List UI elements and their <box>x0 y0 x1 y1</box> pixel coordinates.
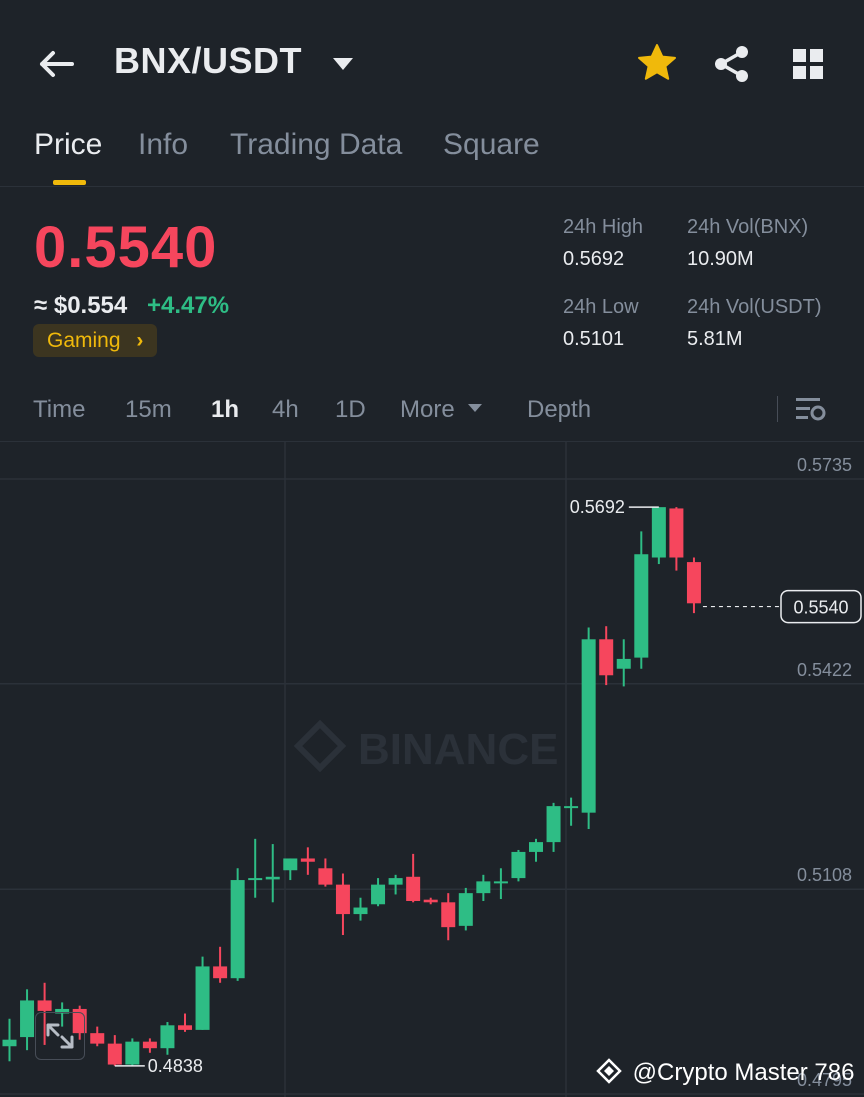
price-markers: 0.5692 0.4838 0.5540 <box>114 497 862 1076</box>
candle-body <box>458 893 473 926</box>
candle-body <box>353 907 368 915</box>
vol-base-value: 10.90M <box>687 248 754 270</box>
interval-depth[interactable]: Depth <box>527 396 592 423</box>
back-arrow-icon[interactable] <box>36 44 76 84</box>
candle-body <box>2 1039 17 1047</box>
caret-down-icon[interactable] <box>331 55 355 73</box>
candle-body <box>300 858 315 862</box>
diamond-logo-icon <box>596 1058 622 1084</box>
candle-body <box>493 881 508 884</box>
low-value: 0.5101 <box>563 328 625 350</box>
candle-body <box>55 1008 70 1014</box>
grid-icon[interactable] <box>790 46 826 82</box>
creator-watermark-text: @Crypto Master 786 <box>632 1059 855 1086</box>
candle-body <box>160 1025 175 1049</box>
exchange-watermark: BINANCE <box>358 725 558 774</box>
candle-body <box>388 878 403 885</box>
price-tick-label: 0.4795 <box>797 1070 852 1090</box>
candle-body <box>511 851 526 879</box>
interval-4h[interactable]: 4h <box>272 396 299 423</box>
candle-body <box>248 878 263 881</box>
divider <box>777 396 778 422</box>
interval-time[interactable]: Time <box>33 396 86 423</box>
candle-body <box>230 880 245 979</box>
candle-body <box>178 1025 192 1030</box>
high-value: 0.5692 <box>563 248 625 270</box>
candle-body <box>423 899 438 903</box>
candle-body <box>616 658 631 669</box>
vol-base-label: 24h Vol(BNX) <box>687 216 809 238</box>
divider <box>0 186 864 187</box>
candles <box>2 507 701 1066</box>
interval-more[interactable]: More <box>400 396 483 424</box>
candle-body <box>90 1033 105 1044</box>
candle-body <box>142 1041 157 1049</box>
tab-trading-data[interactable]: Trading Data <box>230 128 403 161</box>
chevron-right-icon: › <box>136 329 144 352</box>
current-price-badge <box>780 589 862 624</box>
candle-body <box>546 806 561 843</box>
candle-body <box>529 842 543 852</box>
candle-body <box>107 1043 122 1065</box>
current-price-label: 0.5540 <box>793 598 848 618</box>
candle-body <box>283 858 298 871</box>
category-tag[interactable]: Gaming › <box>33 324 158 357</box>
expand-chart-button[interactable] <box>35 1012 85 1060</box>
price-tick-label: 0.5735 <box>797 455 852 475</box>
candle-body <box>476 881 491 894</box>
vol-quote-value: 5.81M <box>687 328 743 350</box>
price-tick-label: 0.5108 <box>797 865 852 885</box>
candle-body <box>371 884 386 905</box>
candle-body <box>265 876 280 880</box>
tab-square[interactable]: Square <box>443 128 540 161</box>
last-price: 0.5540 <box>34 215 218 280</box>
tab-info[interactable]: Info <box>138 128 189 161</box>
trading-pair-title[interactable]: BNX/USDT <box>114 40 303 81</box>
candle-body <box>651 507 666 558</box>
candle-body <box>195 966 210 1030</box>
chart-settings-icon[interactable] <box>794 395 826 423</box>
high-marker-label: 0.5692 <box>570 497 625 517</box>
candle-body <box>406 876 421 901</box>
low-label: 24h Low <box>563 296 639 318</box>
creator-watermark: @Crypto Master 786 <box>596 1058 854 1087</box>
candle-body <box>564 806 579 809</box>
candle-body <box>441 902 456 928</box>
candle-body <box>37 1000 52 1011</box>
price-axis: 0.5735 0.5422 0.5108 0.4795 <box>797 455 852 1090</box>
price-tick-label: 0.5422 <box>797 660 852 680</box>
star-icon[interactable] <box>636 42 678 84</box>
candle-body <box>318 868 333 885</box>
candle-body <box>20 1000 35 1038</box>
candle-body <box>634 554 649 658</box>
interval-1h[interactable]: 1h <box>211 396 240 423</box>
candle-body <box>125 1041 140 1065</box>
divider <box>0 441 864 442</box>
tab-price[interactable]: Price <box>34 128 103 161</box>
chart-grid <box>0 442 864 1097</box>
share-icon[interactable] <box>712 44 752 84</box>
vol-quote-label: 24h Vol(USDT) <box>687 296 822 318</box>
expand-icon <box>46 1023 74 1049</box>
price-change-percent: +4.47% <box>147 292 230 319</box>
fiat-price: ≈ $0.554 <box>34 292 128 319</box>
active-tab-indicator <box>53 180 86 185</box>
interval-1d[interactable]: 1D <box>335 396 366 423</box>
caret-down-icon <box>468 404 483 412</box>
exchange-logo-icon <box>293 719 347 773</box>
category-tag-label: Gaming <box>47 329 121 352</box>
candle-body <box>669 508 684 558</box>
interval-more-label: More <box>400 396 455 423</box>
candle-body <box>581 639 596 813</box>
interval-15m[interactable]: 15m <box>125 396 172 423</box>
candle-body <box>335 884 350 915</box>
candle-body <box>686 562 701 604</box>
candle-body <box>213 966 228 979</box>
low-marker-label: 0.4838 <box>148 1056 203 1076</box>
high-label: 24h High <box>563 216 644 238</box>
candle-body <box>599 639 614 676</box>
